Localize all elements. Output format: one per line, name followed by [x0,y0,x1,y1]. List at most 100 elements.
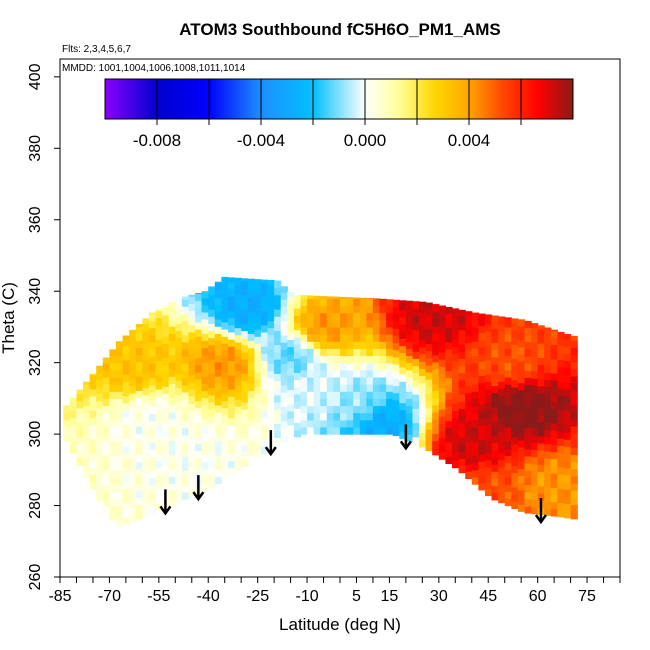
heatmap-cell [445,391,453,400]
heatmap-cell [208,480,216,489]
heatmap-cell [221,450,229,459]
heatmap-cell [392,299,400,308]
heatmap-cell [122,424,130,432]
heatmap-cell [241,387,249,396]
x-tick-label: -25 [246,588,269,605]
heatmap-cell [465,471,473,479]
heatmap-cell [267,313,275,322]
heatmap-cell [148,356,157,364]
heatmap-cell [438,337,446,346]
heatmap-cell [228,403,236,412]
heatmap-cell [254,357,262,366]
heatmap-cell [438,309,446,317]
heatmap-cell [432,326,440,334]
heatmap-cell [320,296,328,299]
heatmap-cell [228,410,236,419]
heatmap-cell [511,479,519,488]
heatmap-cell [300,326,308,335]
heatmap-cell [142,473,150,482]
heatmap-cell [201,326,209,334]
heatmap-cell [254,321,262,330]
heatmap-cell [274,309,282,317]
heatmap-cell [162,357,170,366]
heatmap-cell [478,368,486,377]
heatmap-cell [570,490,578,498]
heatmap-cell [491,371,499,379]
heatmap-cell [564,382,572,390]
heatmap-cell [471,434,479,442]
heatmap-cell [168,426,176,434]
heatmap-cell [570,354,578,363]
heatmap-cell [445,327,453,336]
heatmap-cell [372,427,381,435]
heatmap-cell [293,294,302,302]
heatmap-cell [517,404,526,412]
heatmap-cell [234,442,242,450]
heatmap-cell [511,487,519,495]
heatmap-cell [168,490,176,499]
heatmap-cell [392,356,400,365]
heatmap-cell [326,369,334,378]
heatmap-cell [425,400,433,409]
heatmap-cell [531,356,539,365]
colorbar-gradient [104,78,574,120]
heatmap-cell [116,362,124,371]
heatmap-cell [162,336,170,344]
heatmap-cell [274,387,282,396]
heatmap-cell [445,406,453,414]
heatmap-cell [570,468,578,477]
heatmap-cell [452,381,460,390]
heatmap-cell [484,314,493,318]
heatmap-cell [116,505,124,514]
heatmap-cell [76,407,84,416]
heatmap-cell [221,307,229,316]
heatmap-cell [557,388,565,396]
heatmap-cell [379,376,387,385]
heatmap-cell [419,425,427,434]
heatmap-cell [313,384,321,392]
heatmap-cell [478,389,486,398]
heatmap-cell [162,436,170,444]
heatmap-cell [307,334,315,342]
heatmap-cell [241,430,249,439]
heatmap-cell [168,304,176,313]
heatmap-cell [168,326,176,334]
heatmap-cell [96,450,104,459]
heatmap-cell [287,332,295,340]
heatmap-cell [570,418,578,427]
heatmap-cell [353,405,361,414]
heatmap-cell [116,484,124,492]
colorbar: -0.008 -0.004 0.000 0.004 [104,78,574,150]
heatmap-cell [458,329,466,338]
heatmap-cell [175,309,183,317]
heatmap-cell [254,436,262,444]
heatmap-cell [491,492,499,501]
heatmap-cell [181,384,190,393]
heatmap-cell [537,450,545,458]
heatmap-cell [517,389,526,398]
heatmap-cell [228,317,236,326]
heatmap-cell [537,421,545,430]
heatmap-cell [392,407,400,415]
heatmap-cell [148,492,157,500]
heatmap-cell [346,398,354,407]
heatmap-cell [181,449,190,457]
heatmap-cell [228,353,236,362]
heatmap-cell [228,367,236,376]
heatmap-cell [346,384,354,392]
heatmap-cell [564,432,572,440]
heatmap-cell [452,403,460,412]
heatmap-cell [372,391,381,399]
heatmap-cell [537,350,545,358]
heatmap-cell [287,325,295,333]
heatmap-cell [188,439,196,447]
heatmap-cell [524,341,532,350]
heatmap-cell [228,432,236,440]
heatmap-cell [221,350,229,359]
heatmap-cell [175,337,183,346]
heatmap-cell [412,429,420,438]
heatmap-cell [280,292,288,300]
heatmap-cell [504,376,512,385]
heatmap-cell [129,371,137,380]
heatmap-cell [346,391,354,399]
